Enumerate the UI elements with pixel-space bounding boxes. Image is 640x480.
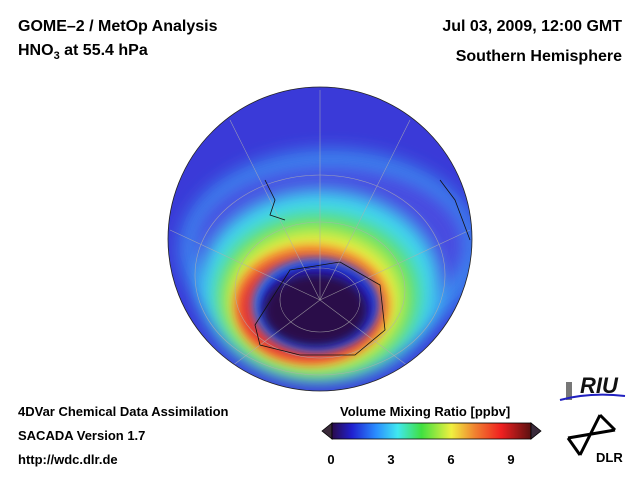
riu-logo-text: RIU	[580, 373, 618, 398]
footer-url[interactable]: http://wdc.dlr.de	[18, 452, 118, 467]
colorbar-over-arrow	[530, 422, 542, 440]
footer-line2: SACADA Version 1.7	[18, 428, 146, 443]
colorbar-tick: 0	[327, 452, 335, 467]
australia-coastline	[439, 179, 471, 241]
dlr-logo-text: DLR	[596, 450, 623, 465]
region-label: Southern Hemisphere	[455, 48, 622, 65]
title-line2: HNO3 at 55.4 hPa	[18, 42, 148, 62]
colorbar-tick: 3	[387, 452, 395, 467]
species-name: HNO	[18, 42, 54, 59]
species-subscript: 3	[53, 50, 60, 63]
colorbar-label: Volume Mixing Ratio [ppbv]	[340, 404, 511, 419]
colorbar-tick: 6	[447, 452, 455, 467]
date-label: Jul 03, 2009, 12:00 GMT	[442, 18, 622, 35]
pressure-level: at 55.4 hPa	[59, 42, 148, 59]
footer-line1: 4DVar Chemical Data Assimilation	[18, 404, 229, 419]
title-line1: GOME–2 / MetOp Analysis	[18, 18, 218, 35]
dlr-logo	[566, 413, 617, 456]
colorbar	[321, 422, 542, 440]
colorbar-tick: 9	[507, 452, 515, 467]
antarctica-coastline	[254, 261, 386, 356]
colorbar-under-arrow	[321, 422, 333, 440]
south-america-coastline	[264, 179, 286, 221]
riu-logo	[559, 382, 626, 401]
colorbar-gradient	[331, 422, 532, 440]
